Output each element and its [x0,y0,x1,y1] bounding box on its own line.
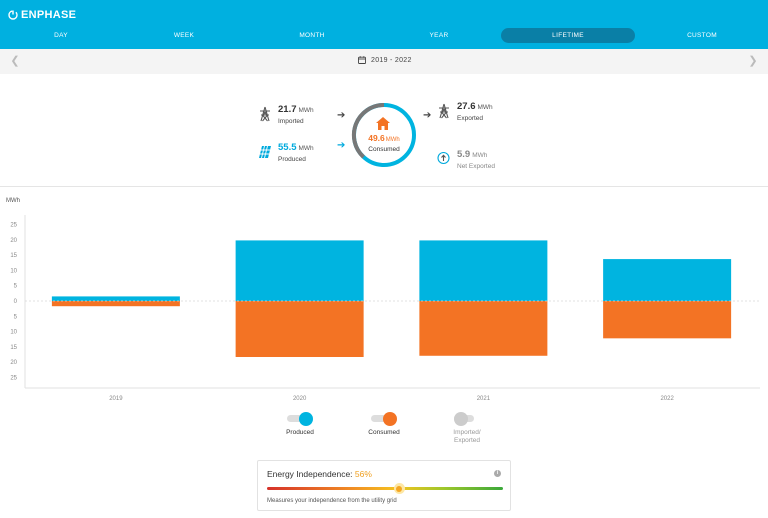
calendar-icon [358,56,366,64]
imported-stat: 21.7 MWh Imported [258,104,314,125]
imported-unit: MWh [298,107,314,114]
bar-produced-2019 [51,296,180,301]
consumed-ring [351,102,416,167]
imported-exported-switch[interactable] [454,412,480,426]
tab-month[interactable]: MONTH [299,32,325,39]
enphase-logo[interactable]: ENPHASE [8,9,76,21]
bar-produced-2022 [603,259,732,301]
y-tick-label: 5 [14,284,18,290]
y-tick-label: 15 [10,345,17,351]
date-navigation-bar: ❮ 2019 - 2022 ❯ [0,49,768,74]
exported-unit: MWh [477,104,493,111]
exported-value: 27.6 [457,101,476,112]
next-period-button[interactable]: ❯ [746,54,760,68]
solar-panel-icon [259,145,271,159]
tab-year[interactable]: YEAR [429,32,449,39]
y-tick-label: 25 [10,376,17,382]
net-exported-label: Net Exported [457,163,495,170]
produced-label: Produced [278,156,306,163]
imported-label: Imported [278,118,304,125]
bar-produced-2020 [235,240,364,301]
section-divider [0,186,768,187]
produced-value: 55.5 [278,142,297,153]
arrow-right-icon: ➔ [423,110,432,121]
header-bar: ENPHASE DAY WEEK MONTH YEAR LIFETIME CUS… [0,0,768,49]
energy-independence-heading: Energy Independence: [267,469,353,479]
bar-produced-2021 [419,240,548,301]
produced-unit: MWh [298,145,314,152]
info-icon[interactable]: i [494,470,501,477]
tab-day[interactable]: DAY [54,32,68,39]
consumed-stat: 49.6MWh [350,133,418,143]
net-exported-value: 5.9 [457,149,471,160]
previous-period-button[interactable]: ❮ [8,54,22,68]
consumed-toggle-label: Consumed [368,429,400,436]
home-icon [376,117,390,130]
date-range-picker[interactable]: 2019 - 2022 [358,56,412,64]
produced-stat: 55.5 MWh Produced [258,142,314,163]
y-tick-label: 0 [14,299,18,305]
consumed-switch[interactable] [371,412,397,426]
grid-tower-icon [260,106,270,122]
bar-consumed-2020 [235,301,364,357]
y-axis-label: MWh [6,198,20,204]
consumed-unit: MWh [385,137,400,143]
y-tick-label: 10 [10,268,17,274]
x-tick-label: 2020 [293,396,307,402]
imported-exported-toggle-label: Imported/Exported [453,429,481,444]
chevron-right-icon: ❯ [748,55,758,67]
consumed-label: Consumed [368,146,400,153]
y-tick-label: 10 [10,330,17,336]
produced-toggle[interactable]: Produced [275,412,325,437]
date-range-label: 2019 - 2022 [371,56,412,64]
bar-consumed-2022 [603,301,732,339]
enphase-logo-icon [8,10,18,20]
imported-exported-toggle[interactable]: Imported/Exported [442,412,492,445]
y-tick-label: 25 [10,223,17,229]
x-tick-label: 2019 [109,396,123,402]
y-tick-label: 5 [14,314,18,320]
grid-tower-icon [439,103,449,119]
period-tabs: DAY WEEK MONTH YEAR LIFETIME CUSTOM [0,28,768,44]
y-tick-label: 15 [10,253,17,259]
upload-circle-icon [437,151,450,165]
x-tick-label: 2021 [477,396,491,402]
chevron-left-icon: ❮ [10,55,20,67]
tab-custom[interactable]: CUSTOM [687,32,717,39]
net-exported-unit: MWh [472,152,488,159]
produced-switch[interactable] [287,412,313,426]
tab-lifetime[interactable]: LIFETIME [501,28,635,43]
energy-independence-description: Measures your independence from the util… [267,498,397,504]
imported-value: 21.7 [278,104,297,115]
arrow-right-icon: ➔ [337,140,346,151]
x-tick-label: 2022 [660,396,674,402]
independence-gradient-bar [267,487,503,490]
energy-independence-percent: 56% [354,469,372,479]
brand-name: ENPHASE [21,9,77,21]
consumed-value: 49.6 [368,133,385,143]
arrow-right-icon: ➔ [337,110,346,121]
energy-independence-card: Energy Independence: 56% i Measures your… [257,460,511,511]
energy-independence-title: Energy Independence: 56% [267,469,372,479]
bar-consumed-2019 [51,301,180,307]
consumed-toggle[interactable]: Consumed [359,412,409,437]
exported-stat: 27.6 MWh Exported [437,101,493,122]
y-tick-label: 20 [10,238,17,244]
net-exported-stat: 5.9 MWh Net Exported [437,149,495,170]
independence-indicator [393,483,405,494]
exported-label: Exported [457,115,484,122]
energy-bar-chart: MWh 25 20 15 10 5 0 5 10 15 20 25 2019 2020 2021 2022 [6,198,760,402]
tab-week[interactable]: WEEK [173,32,195,39]
y-tick-label: 20 [10,360,17,366]
bar-consumed-2021 [419,301,548,356]
produced-toggle-label: Produced [286,429,314,436]
